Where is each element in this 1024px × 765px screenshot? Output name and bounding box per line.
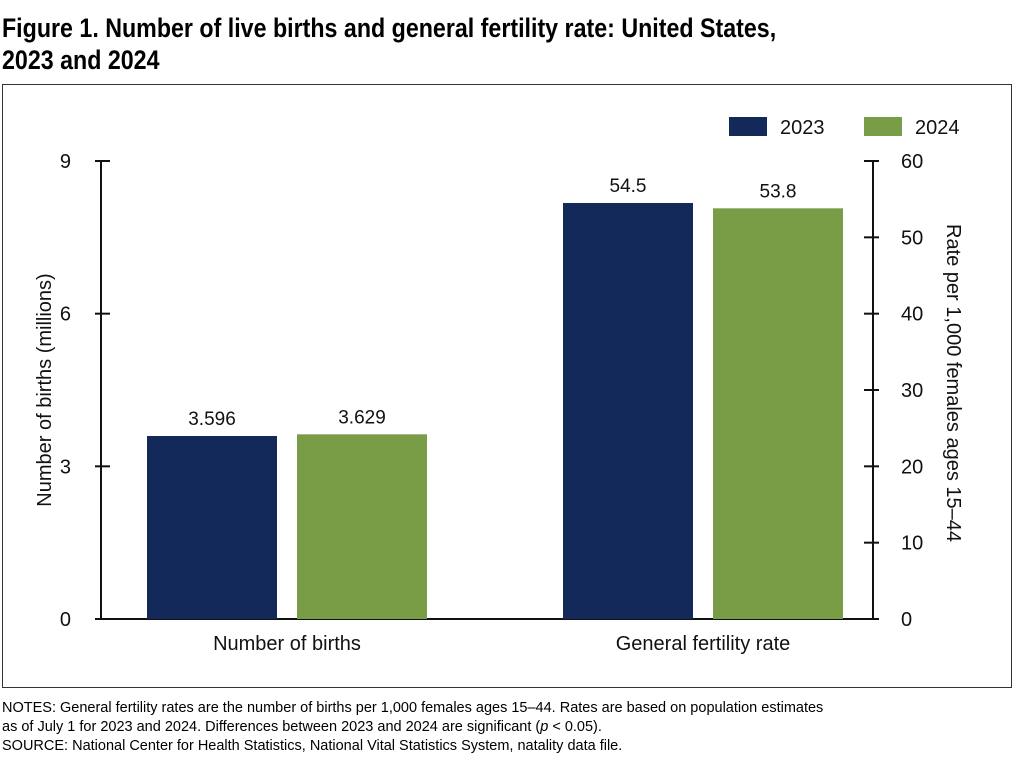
notes-line-2-part-2: < 0.05). <box>548 719 602 735</box>
right-axis-tick-label: 0 <box>901 609 912 631</box>
notes-line-2-part-1: as of July 1 for 2023 and 2024. Differen… <box>2 719 541 735</box>
figure-title-line-1: Figure 1. Number of live births and gene… <box>2 13 777 43</box>
data-label: 3.629 <box>338 407 386 428</box>
notes-line-1: NOTES: General fertility rates are the n… <box>2 700 824 716</box>
x-axis-category-label: General fertility rate <box>616 633 791 655</box>
data-label: 53.8 <box>760 181 797 202</box>
chart-labels: 3.596 3.629 Number of births 54.5 53.8 Genera… <box>188 176 796 655</box>
legend: 2023 2024 <box>729 117 960 139</box>
figure-title-line-2: 2023 and 2024 <box>2 45 160 75</box>
x-axis-category-label: Number of births <box>213 633 361 655</box>
bar-number-of-births-2023 <box>147 436 277 619</box>
notes-line-2: as of July 1 for 2023 and 2024. Differen… <box>2 718 1017 737</box>
data-label: 54.5 <box>610 176 647 197</box>
legend-label: 2023 <box>780 117 825 139</box>
right-axis-tick-label: 60 <box>901 151 923 173</box>
chart-axes: 0 3 6 9 0 10 20 30 40 50 60 Number of births (milli… <box>34 151 964 631</box>
left-axis-tick-label: 9 <box>60 151 71 173</box>
legend-swatch-2024 <box>864 117 902 136</box>
right-axis-tick-label: 30 <box>901 380 923 402</box>
right-axis-tick-label: 20 <box>901 456 923 478</box>
right-axis-tick-label: 40 <box>901 304 923 326</box>
left-axis-tick-label: 3 <box>60 456 71 478</box>
legend-label: 2024 <box>915 117 960 139</box>
right-axis-tick-label: 50 <box>901 227 923 249</box>
chart-frame: 2023 2024 0 3 6 9 0 10 20 30 40 50 60 Number of birt… <box>2 84 1012 688</box>
right-axis-title: Rate per 1,000 females ages 15–44 <box>942 224 964 542</box>
right-axis-tick-label: 10 <box>901 533 923 555</box>
left-axis-tick-label: 0 <box>60 609 71 631</box>
notes-p-value-symbol: p <box>540 719 549 735</box>
bar-general-fertility-rate-2023 <box>563 202 693 619</box>
chart-bars <box>147 202 843 619</box>
left-axis-title: Number of births (millions) <box>34 273 56 506</box>
bar-chart: 2023 2024 0 3 6 9 0 10 20 30 40 50 60 Number of birt… <box>34 117 964 655</box>
data-label: 3.596 <box>188 409 236 430</box>
bar-general-fertility-rate-2024 <box>713 208 843 619</box>
source-note: SOURCE: National Center for Health Stati… <box>2 738 623 754</box>
left-axis-tick-label: 6 <box>60 304 71 326</box>
figure-title: Figure 1. Number of live births and gene… <box>2 12 875 76</box>
bar-number-of-births-2024 <box>297 434 427 619</box>
legend-swatch-2023 <box>729 117 767 136</box>
figure-notes: NOTES: General fertility rates are the n… <box>2 699 1017 756</box>
